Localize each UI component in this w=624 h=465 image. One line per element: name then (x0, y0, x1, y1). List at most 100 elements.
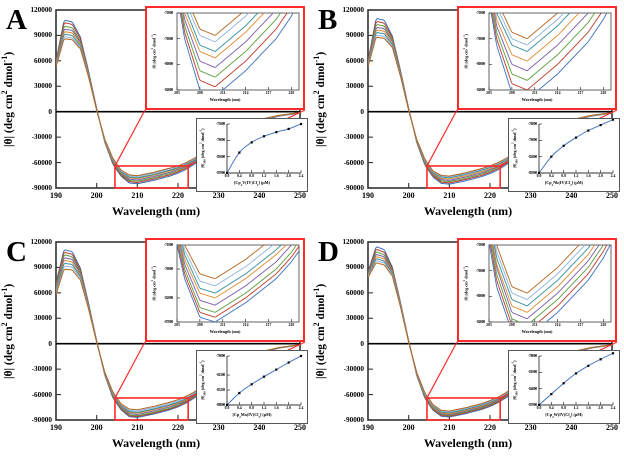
inset-y-tick-label: -80000 (476, 294, 485, 299)
titration-x-tick-label: 1.2 (573, 406, 579, 410)
titration-x-tick-label: 0.0 (536, 406, 542, 410)
titration-y-tick-label: -85000 (528, 171, 537, 175)
titration-x-tick-label: 0.8 (561, 406, 567, 410)
panel-letter-D: D (318, 236, 339, 268)
x-axis-label: Wavelength (nm) (423, 436, 513, 450)
panel-letter-A: A (6, 4, 27, 36)
inset-y-tick-label: -80000 (164, 62, 173, 67)
titration-y-tick-label: -82000 (528, 154, 537, 159)
x-axis-label: Wavelength (nm) (111, 436, 201, 450)
titration-y-axis-label: |θ|209 (deg cm2 dmol-1) (198, 360, 208, 401)
x-tick-label: 250 (606, 423, 618, 432)
x-tick-label: 210 (131, 423, 144, 432)
x-tick-label: 240 (565, 191, 578, 200)
y-tick-label: 120000 (30, 238, 52, 246)
x-tick-label: 220 (484, 191, 496, 200)
titration-x-tick-label: 0.4 (548, 174, 554, 178)
titration-x-axis-label: [Cp2V(IV)Cl2] (μM) (234, 180, 270, 187)
panel-D: D |θ| (deg cm2 dmol-1) 120000 90000 60000 300… (312, 232, 624, 464)
x-tick-label: 200 (402, 423, 415, 432)
inset-x-tick-label: 205 (486, 323, 492, 327)
titration-y-tick-label: -88000 (216, 403, 225, 407)
inset-x-axis-label: Wavelength (nm) (521, 329, 553, 334)
titration-x-tick-label: 0.8 (561, 174, 567, 178)
titration-y-tick-label: -79000 (216, 138, 225, 143)
titration-x-tick-label: 1.2 (573, 174, 579, 178)
y-tick-label: 30000 (346, 82, 364, 91)
inset-y-tick-label: -72000 (476, 11, 485, 15)
y-tick-label: 120000 (30, 6, 52, 14)
panel-A: A |θ| (deg cm2 dmol-1) 120000 90000 60000 300… (0, 0, 312, 232)
titration-x-tick-label: 2.0 (286, 174, 292, 178)
y-tick-label: 0 (48, 339, 52, 348)
titration-y-tick-label: -85250 (216, 388, 225, 393)
titration-x-tick-label: 0.4 (236, 406, 242, 410)
inset-titration-D: -78000 -81000 -84000 -87000 0.0 0.4 0.8 1.2 1.6 2… (508, 350, 620, 424)
inset-x-tick-label: 208 (197, 323, 203, 327)
inset-x-tick-label: 211 (220, 323, 226, 327)
y-tick-label: 120000 (342, 238, 364, 246)
x-tick-label: 230 (212, 423, 225, 432)
x-tick-label: 240 (253, 423, 266, 432)
inset-y-axis-label: |θ| (deg cm2 dmol-1) (461, 34, 469, 69)
inset-titration-B: -76000 -79000 -82000 -85000 0.0 0.4 0.8 1.2 1.6 2… (508, 118, 620, 192)
y-tick-label: 60000 (34, 56, 52, 65)
inset-x-tick-label: 214 (242, 91, 249, 95)
y-tick-label: 0 (48, 107, 52, 116)
inset-x-tick-label: 220 (288, 323, 295, 327)
inset-x-tick-label: 211 (532, 323, 538, 327)
inset-x-tick-label: 205 (174, 323, 180, 327)
titration-y-axis-label: |θ|209 (deg cm2 dmol-1) (198, 128, 208, 169)
titration-x-tick-label: 2.0 (598, 406, 604, 410)
y-tick-label: -90000 (343, 184, 364, 192)
x-tick-label: 220 (172, 423, 184, 432)
x-tick-label: 200 (90, 191, 103, 200)
x-tick-label: 230 (524, 423, 537, 432)
titration-y-tick-label: -82500 (216, 373, 225, 378)
inset-x-tick-label: 220 (600, 323, 607, 327)
inset-y-tick-label: -87000 (164, 320, 173, 324)
inset-x-tick-label: 220 (288, 91, 295, 95)
inset-x-tick-label: 220 (600, 91, 607, 95)
y-tick-label: -30000 (343, 133, 364, 142)
x-tick-label: 250 (294, 423, 306, 432)
inset-x-tick-label: 205 (174, 91, 180, 95)
titration-x-axis-label: [Cp2Nb(IV)Cl2] (μM) (544, 180, 584, 187)
inset-zoom-D: -72000 -76000 -80000 -84000 205 208 211 214 217 2… (457, 238, 617, 342)
inset-y-tick-label: -76000 (164, 267, 173, 272)
x-tick-label: 210 (443, 191, 456, 200)
y-tick-label: 90000 (34, 263, 52, 272)
inset-y-axis-label: |θ| (deg cm2 dmol-1) (149, 34, 157, 69)
y-tick-label: 90000 (346, 31, 364, 40)
x-tick-label: 190 (362, 191, 374, 200)
inset-x-tick-label: 214 (554, 91, 561, 95)
y-tick-label: 90000 (346, 263, 364, 272)
inset-x-tick-label: 214 (554, 323, 561, 327)
titration-x-tick-label: 1.2 (261, 406, 267, 410)
inset-y-tick-label: -76000 (164, 36, 173, 41)
panel-letter-B: B (318, 4, 338, 36)
titration-y-tick-label: -78000 (528, 354, 537, 358)
inset-x-axis-label: Wavelength (nm) (521, 97, 553, 102)
panel-letter-C: C (6, 236, 27, 268)
y-tick-label: 60000 (34, 288, 52, 297)
titration-x-tick-label: 0.4 (236, 174, 242, 178)
inset-x-axis-label: Wavelength (nm) (209, 97, 241, 102)
titration-x-axis-label: [Cp2W(IV)Cl2] (μM) (545, 412, 583, 419)
inset-y-tick-label: -76000 (476, 36, 485, 41)
titration-y-tick-label: -75000 (216, 122, 225, 126)
x-tick-label: 230 (212, 191, 225, 200)
titration-x-axis-label: [Cp2Mo(IV)Cl2] (μM) (232, 412, 272, 419)
x-tick-label: 190 (50, 423, 62, 432)
inset-titration-C: -79000 -82500 -85250 -88000 0.0 0.4 0.8 1.2 1.6 2… (196, 350, 308, 424)
panel-C: C |θ| (deg cm2 dmol-1) 120000 90000 60000 300… (0, 232, 312, 464)
inset-x-tick-label: 217 (577, 323, 584, 327)
y-tick-label: -90000 (343, 416, 364, 424)
titration-y-tick-label: -84000 (528, 386, 537, 391)
y-tick-label: 60000 (346, 56, 364, 65)
titration-x-tick-label: 2.4 (610, 174, 616, 178)
x-tick-label: 200 (402, 191, 415, 200)
x-tick-label: 210 (131, 191, 144, 200)
x-tick-label: 240 (565, 423, 578, 432)
titration-y-tick-label: -79000 (216, 354, 225, 358)
